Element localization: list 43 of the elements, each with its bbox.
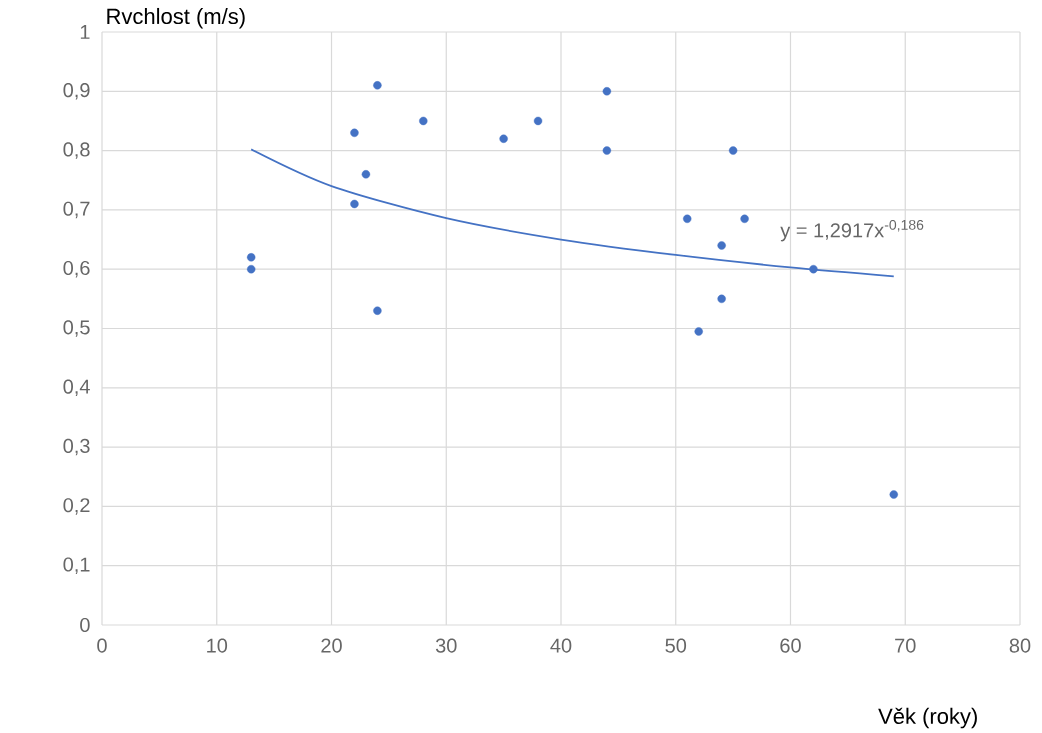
x-tick-label: 40 — [550, 638, 572, 653]
point — [533, 116, 543, 126]
point — [717, 294, 726, 304]
y-tick-label: 0,8 — [63, 142, 90, 159]
x-tick-label: 20 — [321, 638, 342, 653]
annotation: y = 1,2917x$^{-0,186}$ — [780, 219, 924, 242]
x-tick-label: 30 — [435, 638, 457, 653]
y-tick-label: 1 — [80, 25, 90, 39]
y-tick-label: 0,9 — [63, 83, 90, 100]
x-axis-title: Věk (roky) — [878, 707, 977, 729]
x-tick-label: 0 — [97, 638, 107, 653]
point — [694, 327, 703, 336]
x-tick-label: 80 — [1009, 638, 1031, 653]
y-axis-title: Rvchlost (m/s) — [107, 7, 245, 29]
point — [717, 241, 726, 250]
point — [499, 134, 508, 143]
point — [246, 253, 256, 262]
point — [728, 146, 738, 155]
y-tick-label: 0,3 — [63, 438, 90, 456]
y-tick-label: 0,6 — [63, 260, 90, 278]
point — [373, 306, 382, 315]
point — [246, 264, 256, 274]
point — [602, 146, 612, 155]
x-tick-label: 10 — [207, 638, 228, 653]
point — [809, 264, 818, 274]
y-tick-label: 0 — [80, 617, 90, 633]
x-tick-label: 60 — [780, 638, 801, 653]
point — [373, 81, 382, 90]
point — [889, 490, 898, 499]
point — [350, 199, 359, 209]
y-tick-label: 0,4 — [63, 379, 90, 397]
y-tick-label: 0,1 — [63, 557, 90, 574]
point — [602, 87, 612, 96]
y-tick-label: 0,5 — [63, 320, 90, 337]
x-tick-label: 50 — [665, 638, 687, 653]
x-tick-label: 70 — [895, 638, 916, 653]
point — [350, 128, 359, 137]
point — [361, 170, 371, 179]
y-tick-label: 0,2 — [63, 498, 90, 515]
point — [740, 214, 749, 223]
point — [419, 116, 428, 126]
point — [683, 214, 692, 223]
y-tick-label: 0,7 — [63, 201, 90, 219]
